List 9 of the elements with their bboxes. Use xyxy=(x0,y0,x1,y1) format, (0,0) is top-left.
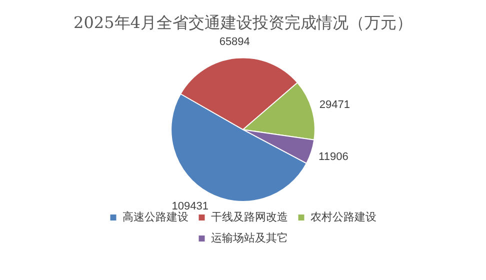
legend-label: 高速公路建设 xyxy=(122,210,188,224)
data-label: 109431 xyxy=(172,200,209,213)
data-label: 29471 xyxy=(319,99,350,112)
legend-label: 干线及路网改造 xyxy=(210,210,288,224)
chart-title: 2025年4月全省交通建设投资完成情况（万元） xyxy=(74,12,412,32)
data-label: 65894 xyxy=(219,36,250,48)
data-label: 11906 xyxy=(318,150,348,163)
legend-label: 农村公路建设 xyxy=(310,210,376,224)
legend-label: 运输场站及其它 xyxy=(210,231,288,244)
